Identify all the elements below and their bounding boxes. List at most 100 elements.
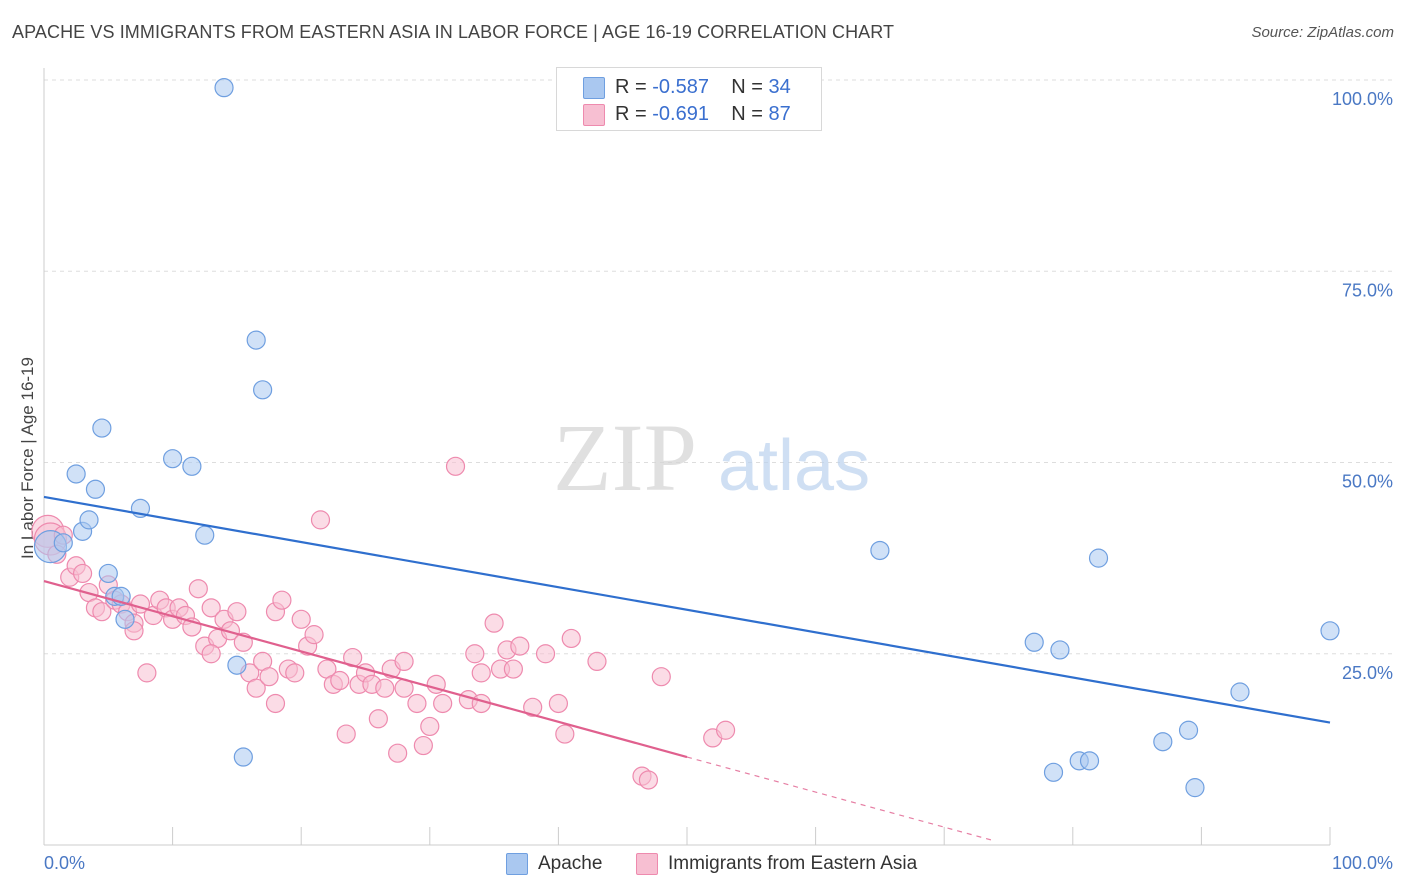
immig-point-71: [523, 697, 543, 717]
apache-n-label: N =: [731, 76, 763, 98]
x-tick-label-max: 100.0%: [1332, 853, 1393, 873]
immig-point-40: [291, 609, 311, 629]
grid-lines: [44, 79, 1394, 655]
immig-point-33: [246, 678, 266, 698]
immig-point-26: [201, 598, 221, 618]
immig-point-85: [394, 651, 414, 672]
immig-point-24: [188, 579, 208, 599]
immig-point-76: [587, 651, 607, 672]
immig-point-81: [715, 720, 736, 740]
chart-title: APACHE VS IMMIGRANTS FROM EASTERN ASIA I…: [12, 22, 895, 42]
immig-point-29: [220, 621, 241, 641]
series-legend: Apache Immigrants from Eastern Asia: [0, 852, 1406, 878]
immig-point-55: [388, 743, 408, 763]
immig-point-72: [535, 644, 556, 664]
apache-r-label: R =: [615, 76, 647, 98]
apache-point-30: [1230, 682, 1250, 702]
x-tick-label-min: 0.0%: [44, 853, 85, 873]
apache-point-6: [92, 418, 112, 438]
apache-point-7: [98, 563, 118, 584]
tick-labels: 25.0% 50.0% 75.0% 100.0% 0.0% 100.0%: [44, 89, 1393, 873]
apache-point-19: [253, 380, 273, 400]
apache-point-22: [1043, 762, 1064, 782]
apache-swatch: [583, 77, 605, 99]
apache-point-18: [246, 330, 266, 350]
apache-point-14: [195, 525, 215, 545]
trend-lines: [43, 495, 1331, 842]
immigrants-r-value: -0.691: [652, 103, 709, 125]
apache-point-13: [182, 456, 202, 476]
apache-point-12: [163, 449, 183, 469]
immig-point-9: [92, 602, 112, 622]
immigrants-r-label: R =: [615, 103, 647, 125]
apache-legend-label: Apache: [538, 853, 603, 874]
y-tick-label-100: 100.0%: [1332, 89, 1393, 109]
apache-point-5: [85, 479, 106, 499]
immig-point-59: [420, 716, 440, 737]
apache-point-21: [1024, 632, 1044, 652]
immigrants-legend-swatch: [636, 853, 658, 875]
immig-point-86: [471, 663, 491, 683]
immig-point-78: [638, 770, 659, 790]
y-tick-label-50: 50.0%: [1342, 472, 1393, 492]
immig-point-42: [304, 625, 324, 645]
apache-point-2: [66, 464, 86, 484]
immig-point-79: [651, 667, 671, 687]
stats-legend: R = -0.587 N = 34 R = -0.691 N = 87: [556, 67, 822, 131]
immig-point-47: [336, 724, 356, 744]
immig-point-83: [201, 644, 221, 664]
watermark: ZIP atlas: [553, 404, 870, 511]
immig-point-57: [407, 693, 427, 714]
immig-point-74: [555, 724, 575, 744]
apache-point-4: [79, 510, 99, 530]
immig-point-6: [72, 563, 93, 584]
immig-point-66: [484, 613, 504, 633]
immig-point-84: [265, 693, 286, 714]
y-tick-label-75: 75.0%: [1342, 280, 1393, 300]
immigrants-trend-line: [43, 580, 688, 759]
immig-point-35: [259, 667, 279, 687]
y-tick-label-25: 25.0%: [1342, 663, 1393, 683]
axes: [43, 68, 1331, 846]
immig-point-53: [375, 678, 395, 698]
immigrants-n-label: N =: [731, 103, 763, 125]
watermark-atlas: atlas: [718, 426, 870, 506]
immig-point-73: [548, 693, 569, 714]
apache-point-28: [1178, 720, 1199, 740]
apache-point-16: [227, 655, 247, 675]
apache-point-25: [1079, 751, 1100, 771]
apache-n-value: 34: [768, 76, 791, 98]
apache-point-29: [1185, 778, 1205, 798]
immigrants-n-value: 87: [768, 103, 791, 125]
apache-point-20: [870, 540, 890, 561]
immigrants-swatch: [583, 104, 605, 126]
immig-point-64: [465, 644, 485, 664]
apache-trend-line: [43, 495, 1331, 724]
source-credit: Source: ZipAtlas.com: [1251, 24, 1394, 41]
apache-point-10: [115, 609, 135, 629]
apache-point-1: [53, 533, 73, 553]
immig-point-16: [137, 663, 157, 683]
immig-point-46: [330, 670, 350, 691]
immig-point-70: [510, 636, 530, 656]
apache-point-17: [233, 747, 253, 767]
immigrants-trend-extension: [686, 756, 996, 842]
immigrants-legend-label: Immigrants from Eastern Asia: [668, 853, 918, 874]
immig-point-39: [285, 663, 305, 683]
apache-points: [33, 78, 1340, 798]
immig-point-52: [368, 709, 388, 729]
immig-point-75: [561, 628, 581, 649]
immig-point-30: [227, 602, 247, 622]
apache-point-31: [1320, 621, 1340, 641]
apache-r-value: -0.587: [652, 76, 709, 98]
immig-point-62: [445, 456, 466, 476]
watermark-zip: ZIP: [553, 404, 697, 511]
immig-point-61: [433, 693, 453, 714]
immig-point-58: [413, 735, 433, 756]
apache-point-26: [1088, 548, 1109, 568]
apache-point-27: [1153, 732, 1173, 752]
apache-point-23: [1050, 640, 1070, 660]
immig-point-43: [310, 510, 331, 530]
apache-point-15: [214, 78, 234, 98]
immig-point-37: [272, 590, 292, 610]
